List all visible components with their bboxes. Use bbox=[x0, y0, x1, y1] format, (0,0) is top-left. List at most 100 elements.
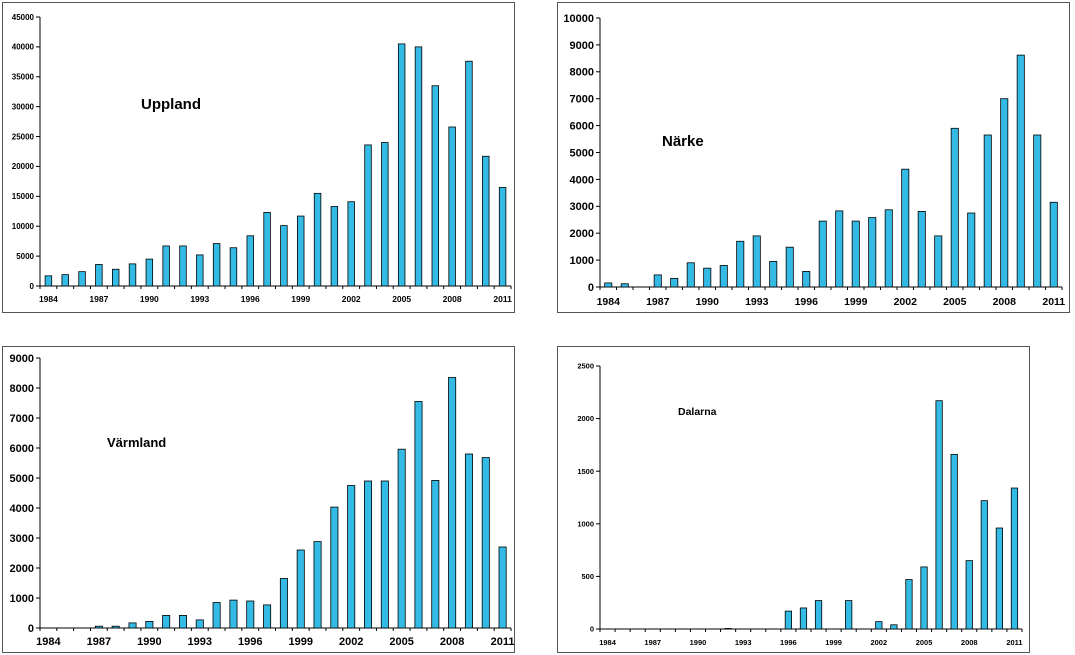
bar-1988 bbox=[670, 277, 679, 288]
y-tick-label: 10000 bbox=[12, 222, 35, 231]
x-tick-label-1993: 1993 bbox=[190, 294, 209, 304]
y-tick-label: 5000 bbox=[570, 147, 594, 159]
bar-1998 bbox=[280, 225, 288, 287]
bar-2000 bbox=[313, 192, 322, 287]
y-tick-label: 0 bbox=[590, 625, 594, 634]
x-tick-label-2002: 2002 bbox=[894, 296, 918, 308]
bar-1993 bbox=[752, 235, 761, 288]
bar-1992 bbox=[179, 245, 187, 287]
bar-1993 bbox=[195, 619, 204, 629]
x-tick-label-2005: 2005 bbox=[943, 296, 967, 308]
y-tick-label: 1000 bbox=[10, 593, 34, 605]
bar-2011 bbox=[1049, 201, 1058, 288]
bar-1992 bbox=[736, 240, 745, 288]
y-tick-label: 15000 bbox=[12, 192, 35, 201]
bar-2002 bbox=[875, 621, 883, 630]
bar-2009 bbox=[464, 453, 473, 629]
x-tick-label-1987: 1987 bbox=[87, 636, 111, 648]
x-tick-label-2008: 2008 bbox=[961, 638, 978, 647]
bar-1989 bbox=[686, 262, 695, 288]
x-tick-label-1984: 1984 bbox=[36, 636, 61, 648]
bar-2004 bbox=[381, 142, 389, 287]
bar-2011 bbox=[1010, 487, 1019, 630]
bar-1994 bbox=[212, 243, 221, 287]
bar-2008 bbox=[448, 126, 456, 287]
bar-2001 bbox=[330, 206, 339, 287]
bar-1992 bbox=[178, 614, 187, 629]
x-tick-label-1996: 1996 bbox=[780, 638, 797, 647]
bar-2009 bbox=[980, 500, 988, 630]
bar-1990 bbox=[145, 620, 154, 629]
bar-1995 bbox=[229, 247, 238, 287]
bar-1989 bbox=[128, 622, 137, 629]
bar-1985 bbox=[61, 274, 69, 287]
y-tick-label: 20000 bbox=[12, 162, 35, 171]
bar-2008 bbox=[448, 377, 457, 629]
y-tick-label: 1000 bbox=[570, 255, 594, 267]
bar-1988 bbox=[111, 268, 120, 287]
x-tick-label-2011: 2011 bbox=[491, 636, 515, 648]
y-tick-label: 0 bbox=[30, 282, 35, 291]
x-tick-label-2008: 2008 bbox=[993, 296, 1017, 308]
bar-2006 bbox=[414, 401, 423, 629]
bar-2005 bbox=[920, 566, 928, 630]
x-tick-label-1990: 1990 bbox=[137, 636, 161, 648]
chart-svg-uppland: Uppland 0 5000 10000 15000 20000 25000 30000 350… bbox=[12, 13, 512, 304]
y-tick-label: 0 bbox=[28, 623, 34, 635]
y-tick-label: 4000 bbox=[570, 174, 594, 186]
bar-2011 bbox=[498, 186, 507, 287]
x-tick-label-1999: 1999 bbox=[291, 294, 310, 304]
bar-1996 bbox=[246, 235, 254, 287]
bar-2009 bbox=[465, 60, 473, 287]
bar-2010 bbox=[995, 527, 1003, 630]
x-tick-label-2005: 2005 bbox=[389, 636, 413, 648]
bar-2006 bbox=[414, 46, 423, 287]
y-tick-label: 1000 bbox=[577, 519, 594, 528]
bar-2001 bbox=[884, 209, 893, 288]
bar-2000 bbox=[845, 600, 853, 630]
bar-2005 bbox=[397, 43, 406, 287]
x-tick-label-2005: 2005 bbox=[916, 638, 933, 647]
bar-2001 bbox=[330, 506, 339, 629]
bar-2006 bbox=[935, 400, 943, 630]
y-tick-label: 6000 bbox=[10, 443, 34, 455]
bar-1991 bbox=[162, 614, 171, 629]
bar-1996 bbox=[784, 610, 792, 630]
bar-2007 bbox=[431, 85, 440, 287]
chart-svg-varmland: Värmland 0 1000 2000 3000 4000 5000 6000 7000 800… bbox=[10, 353, 515, 648]
bar-2009 bbox=[1016, 54, 1025, 288]
bar-2007 bbox=[983, 134, 992, 288]
y-tick-label: 40000 bbox=[12, 43, 35, 52]
y-tick-label: 2500 bbox=[577, 362, 594, 371]
x-tick-label-2005: 2005 bbox=[392, 294, 411, 304]
x-tick-label-1987: 1987 bbox=[89, 294, 108, 304]
bar-2005 bbox=[397, 448, 406, 629]
bar-1989 bbox=[128, 263, 137, 287]
x-tick-label-2008: 2008 bbox=[440, 636, 464, 648]
bar-2008 bbox=[1000, 98, 1009, 288]
x-tick-label-1990: 1990 bbox=[140, 294, 159, 304]
y-tick-label: 6000 bbox=[570, 120, 594, 132]
bar-1998 bbox=[835, 210, 844, 288]
bar-1998 bbox=[279, 578, 288, 629]
y-tick-label: 45000 bbox=[12, 13, 35, 22]
bar-1999 bbox=[851, 220, 860, 288]
y-tick-label: 5000 bbox=[10, 473, 34, 485]
bar-2007 bbox=[431, 479, 440, 629]
y-tick-label: 1500 bbox=[577, 467, 594, 476]
bar-2003 bbox=[364, 144, 372, 287]
y-tick-label: 0 bbox=[588, 282, 594, 294]
x-tick-label-1987: 1987 bbox=[646, 296, 670, 308]
y-tick-label: 9000 bbox=[570, 40, 594, 52]
bar-1995 bbox=[785, 246, 794, 288]
bar-1997 bbox=[263, 604, 272, 629]
y-tick-label: 2000 bbox=[10, 563, 34, 575]
bar-1994 bbox=[212, 602, 221, 629]
bar-1986 bbox=[78, 271, 86, 287]
bar-1996 bbox=[246, 600, 255, 629]
x-tick-label-2002: 2002 bbox=[342, 294, 361, 304]
bar-2006 bbox=[967, 212, 976, 288]
y-tick-label: 7000 bbox=[570, 94, 594, 106]
x-tick-label-1984: 1984 bbox=[39, 294, 58, 304]
y-tick-label: 9000 bbox=[10, 353, 34, 365]
